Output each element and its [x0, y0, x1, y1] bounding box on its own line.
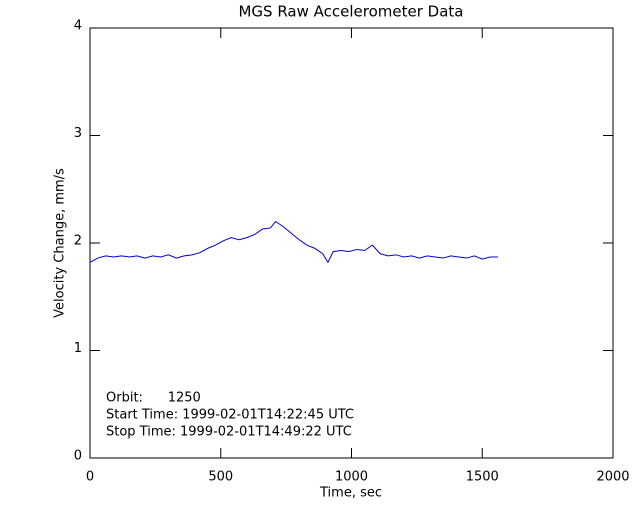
annotation: Start Time: 1999-02-01T14:22:45 UTC: [106, 408, 354, 423]
y-tick-label: 3: [74, 126, 82, 141]
x-axis-label: Time, sec: [319, 486, 382, 501]
chart-title: MGS Raw Accelerometer Data: [238, 3, 463, 21]
x-tick-label: 1000: [335, 470, 368, 485]
x-tick-label: 2000: [596, 470, 629, 485]
y-tick-label: 2: [74, 234, 82, 249]
y-tick-label: 1: [74, 341, 82, 356]
y-tick-label: 4: [74, 19, 82, 34]
data-line: [89, 220, 498, 264]
x-tick-label: 500: [208, 470, 233, 485]
y-axis-label: Velocity Change, mm/s: [53, 168, 68, 318]
y-tick-label: 0: [74, 449, 82, 464]
x-tick-label: 0: [86, 470, 94, 485]
annotation: Stop Time: 1999-02-01T14:49:22 UTC: [106, 425, 352, 440]
annotation: Orbit: 1250: [106, 391, 201, 406]
x-tick-label: 1500: [466, 470, 499, 485]
